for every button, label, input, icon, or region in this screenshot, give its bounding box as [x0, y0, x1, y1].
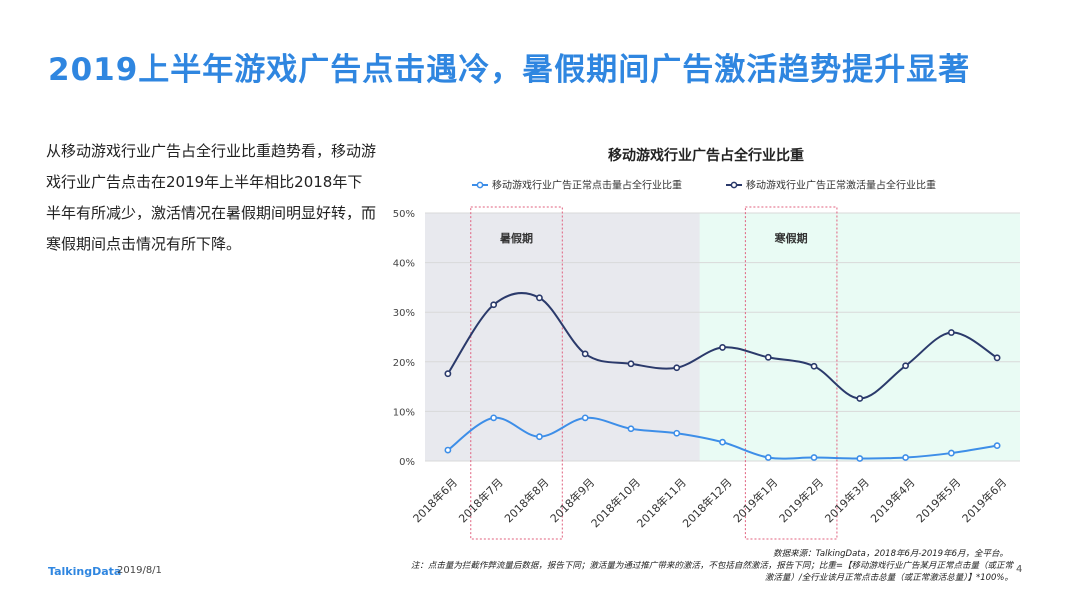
- page-number: 4: [1016, 564, 1023, 575]
- data-point: [764, 353, 772, 361]
- x-tick-label: 2018年12月: [679, 475, 734, 530]
- y-tick-label: 20%: [393, 358, 415, 369]
- chart-legend: 移动游戏行业广告正常点击量占全行业比重 移动游戏行业广告正常激活量占全行业比重: [472, 179, 936, 192]
- data-point: [536, 294, 543, 302]
- legend-label: 移动游戏行业广告正常点击量占全行业比重: [492, 179, 682, 192]
- description-text: 从移动游戏行业广告占全行业比重趋势看，移动游戏行业广告点击在2019年上半年相比…: [46, 142, 377, 253]
- data-point: [902, 454, 909, 461]
- data-point: [581, 350, 589, 358]
- legend-marker: [730, 181, 738, 189]
- data-point: [947, 329, 955, 336]
- page-title: 2019上半年游戏广告点击遇冷，暑假期间广告激活趋势提升显著: [48, 52, 971, 88]
- chart-band: [699, 213, 1020, 461]
- data-point: [444, 446, 452, 454]
- data-point: [673, 429, 681, 437]
- data-point: [856, 455, 864, 462]
- data-point: [627, 425, 635, 433]
- chart-band: [425, 213, 723, 461]
- chart-title: 移动游戏行业广告占全行业比重: [608, 147, 804, 164]
- x-tick-label: 2019年1月: [730, 475, 780, 525]
- chart-annotations: 暑假期 寒假期: [470, 206, 838, 540]
- x-tick-label: 2019年3月: [822, 475, 872, 525]
- line-chart: 暑假期 寒假期 0%10%20%30%40%50%2018年6月2018年7月20…: [393, 147, 1020, 540]
- x-tick-label: 2019年4月: [867, 475, 917, 525]
- data-point: [764, 454, 772, 461]
- y-tick-label: 50%: [393, 209, 415, 220]
- data-point: [993, 442, 1001, 450]
- highlight-box: [744, 206, 838, 540]
- data-point: [856, 395, 864, 402]
- data-point: [810, 362, 818, 370]
- data-point: [902, 362, 909, 370]
- source-text: 数据来源：TalkingData，2018年6月-2019年6月，全平台。: [773, 549, 1008, 559]
- x-tick-label: 2019年2月: [776, 475, 826, 525]
- data-point: [444, 370, 452, 378]
- annotation-label: 寒假期: [774, 231, 808, 245]
- y-tick-label: 30%: [393, 308, 415, 319]
- legend-marker: [476, 181, 484, 189]
- talkingdata-logo: TalkingData: [48, 565, 122, 578]
- data-point: [673, 364, 681, 372]
- data-point: [947, 449, 955, 457]
- data-point: [993, 354, 1001, 362]
- y-tick-label: 10%: [393, 407, 415, 418]
- x-tick-label: 2018年8月: [501, 475, 551, 525]
- y-tick-label: 40%: [393, 259, 415, 270]
- data-point: [581, 414, 589, 422]
- data-point: [627, 360, 635, 368]
- x-tick-label: 2019年6月: [959, 475, 1009, 525]
- annotation-label: 暑假期: [500, 231, 533, 245]
- data-point: [810, 454, 818, 461]
- chart-series: [444, 292, 1001, 462]
- x-tick-label: 2019年5月: [913, 475, 963, 525]
- highlight-box: [470, 206, 563, 540]
- footnote-text: 注：点击量为拦截作弊流量后数据，报告下同；激活量为通过推广带来的激活，不包括自然…: [410, 561, 1013, 583]
- x-tick-label: 2018年7月: [456, 475, 506, 525]
- x-tick-label: 2018年6月: [410, 475, 460, 525]
- data-point: [536, 433, 543, 441]
- data-point: [490, 414, 498, 422]
- x-tick-label: 2018年9月: [547, 475, 597, 525]
- footer-date: 2019/8/1: [117, 565, 162, 576]
- data-point: [490, 301, 498, 309]
- data-point: [719, 438, 726, 446]
- y-tick-label: 0%: [399, 457, 415, 468]
- chart-gridlines: [425, 212, 1020, 462]
- data-point: [719, 344, 726, 351]
- legend-label: 移动游戏行业广告正常激活量占全行业比重: [746, 179, 936, 192]
